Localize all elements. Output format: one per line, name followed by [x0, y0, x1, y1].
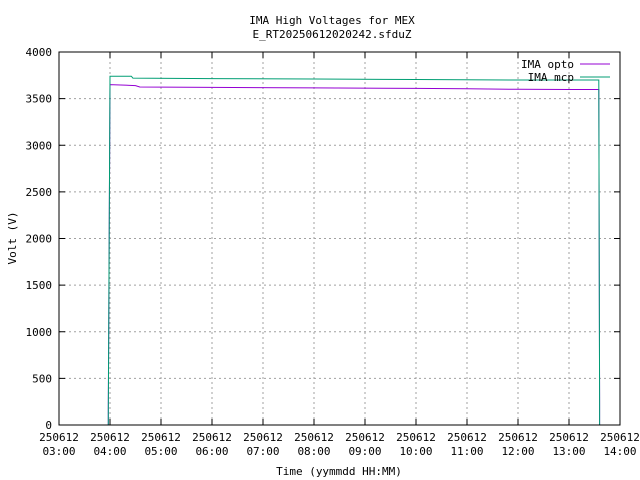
series-group: [107, 75, 601, 425]
x-tick-time-label: 08:00: [297, 445, 330, 458]
grid: [59, 52, 620, 425]
y-tick-label: 1000: [26, 326, 53, 339]
x-tick-time-label: 14:00: [603, 445, 636, 458]
x-tick-date-label: 250612: [39, 431, 79, 444]
x-tick-date-label: 250612: [549, 431, 589, 444]
x-tick-date-label: 250612: [90, 431, 130, 444]
series-line-ima-opto: [107, 84, 601, 425]
x-tick-date-label: 250612: [447, 431, 487, 444]
x-tick-time-label: 13:00: [552, 445, 585, 458]
x-axis: 25061203:0025061204:0025061205:002506120…: [39, 52, 640, 458]
x-tick-date-label: 250612: [141, 431, 181, 444]
x-axis-label: Time (yymmdd HH:MM): [276, 465, 402, 478]
y-tick-label: 3000: [26, 139, 53, 152]
x-tick-time-label: 09:00: [348, 445, 381, 458]
y-tick-label: 0: [45, 419, 52, 432]
x-tick-time-label: 11:00: [450, 445, 483, 458]
x-tick-time-label: 06:00: [195, 445, 228, 458]
x-tick-time-label: 03:00: [42, 445, 75, 458]
x-tick-date-label: 250612: [345, 431, 385, 444]
x-tick-date-label: 250612: [600, 431, 640, 444]
legend-label-ima-opto: IMA opto: [521, 58, 574, 71]
plot-frame: [58, 51, 621, 426]
x-tick-date-label: 250612: [192, 431, 232, 444]
x-tick-time-label: 04:00: [93, 445, 126, 458]
x-tick-date-label: 250612: [243, 431, 283, 444]
chart-title: IMA High Voltages for MEX: [249, 14, 415, 27]
y-tick-label: 2500: [26, 186, 53, 199]
x-tick-time-label: 12:00: [501, 445, 534, 458]
y-tick-label: 1500: [26, 279, 53, 292]
legend-label-ima-mcp: IMA mcp: [528, 71, 574, 84]
y-axis: 0 500 1000 1500 2000 2500 3000 3500 4000: [26, 46, 620, 432]
x-tick-date-label: 250612: [396, 431, 436, 444]
x-tick-date-label: 250612: [294, 431, 334, 444]
x-tick-date-label: 250612: [498, 431, 538, 444]
y-tick-label: 2000: [26, 233, 53, 246]
y-tick-label: 4000: [26, 46, 53, 59]
chart-subtitle: E_RT20250612020242.sfduZ: [253, 28, 412, 41]
y-tick-label: 500: [32, 372, 52, 385]
x-tick-time-label: 05:00: [144, 445, 177, 458]
y-axis-label: Volt (V): [6, 212, 19, 265]
y-tick-label: 3500: [26, 93, 53, 106]
x-tick-time-label: 07:00: [246, 445, 279, 458]
series-line-ima-mcp: [107, 75, 601, 425]
x-tick-time-label: 10:00: [399, 445, 432, 458]
